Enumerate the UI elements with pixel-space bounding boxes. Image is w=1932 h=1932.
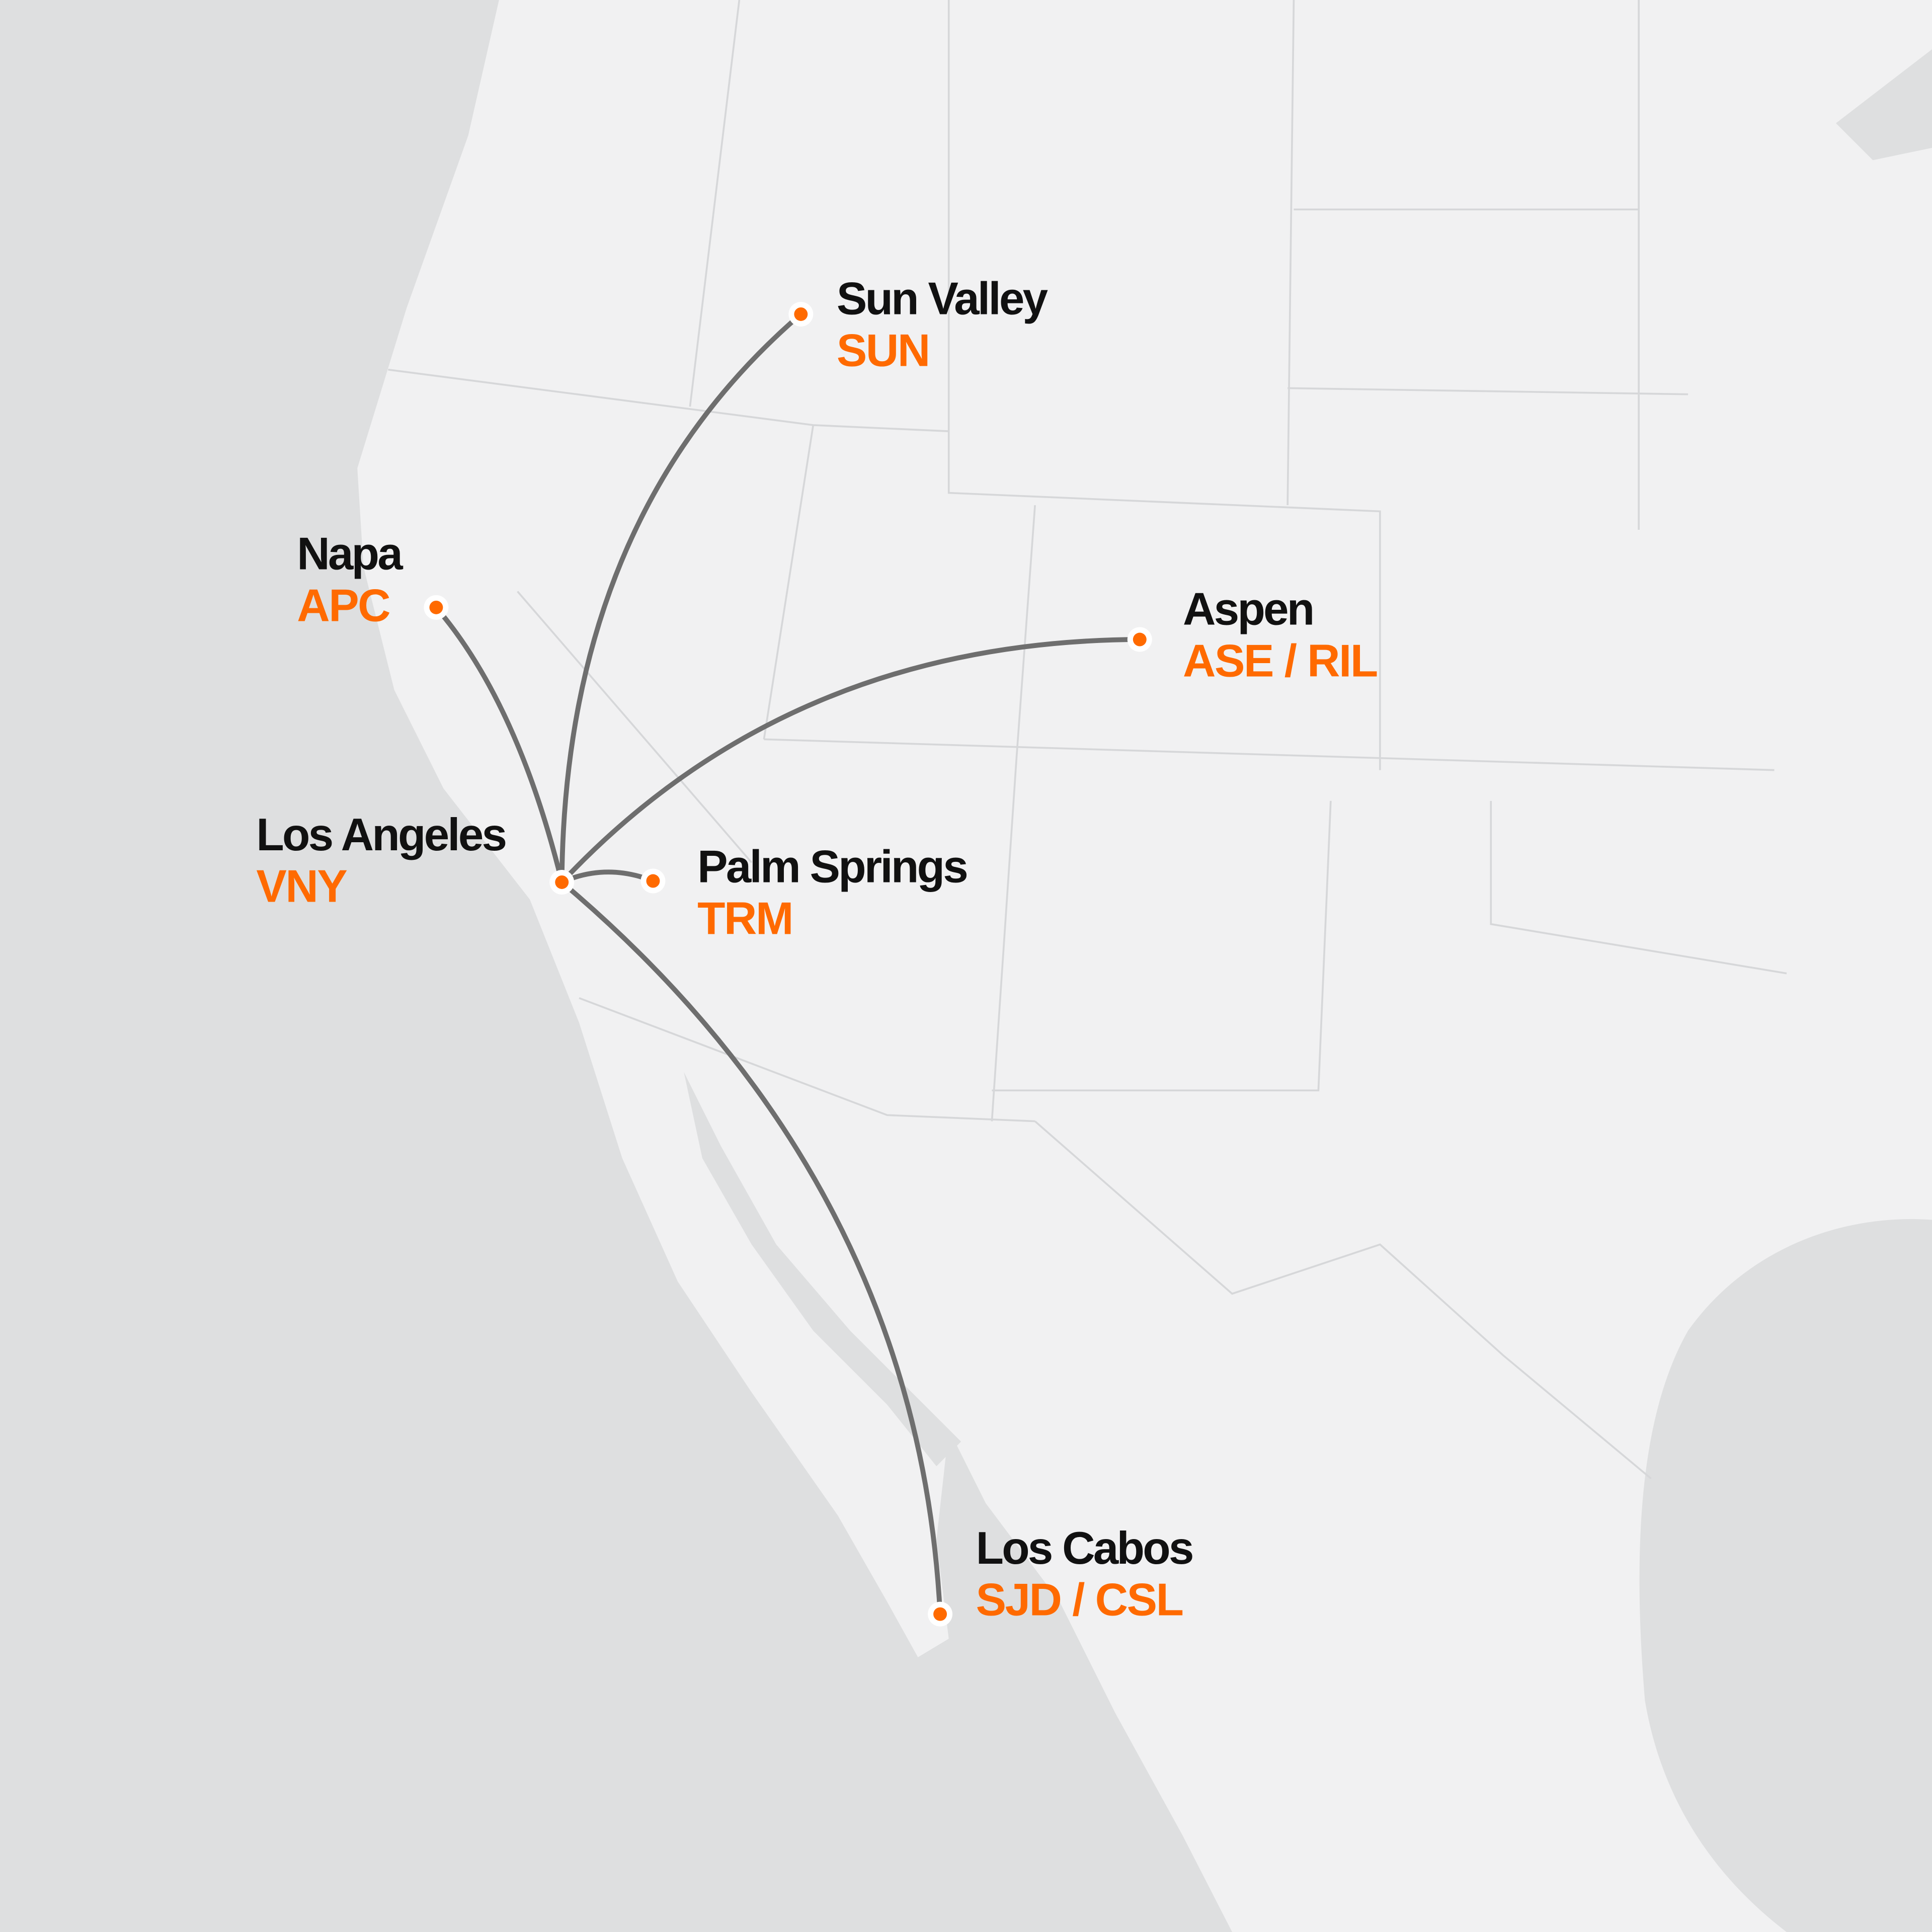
destination-code: APC — [297, 580, 389, 631]
destination-name: Sun Valley — [837, 273, 1048, 324]
airport-marker-napa — [424, 595, 449, 620]
destination-code: ASE / RIL — [1183, 635, 1377, 686]
state-borders — [388, 0, 1787, 1480]
destination-code: TRM — [697, 893, 792, 944]
route-sun-valley — [559, 312, 803, 882]
label-palm-springs: Palm Springs TRM — [697, 841, 969, 944]
label-los-cabos: Los Cabos SJD / CSL — [976, 1523, 1194, 1626]
airport-marker-aspen — [1127, 627, 1152, 652]
destination-name: Palm Springs — [697, 841, 967, 892]
airport-marker-palm-springs — [640, 868, 666, 894]
hub-name: Los Angeles — [256, 810, 505, 860]
markers — [424, 302, 1152, 1627]
destination-name: Los Cabos — [976, 1523, 1192, 1574]
label-aspen: Aspen ASE / RIL — [1183, 584, 1378, 687]
label-napa: Napa APC — [297, 528, 405, 631]
destination-code: SUN — [837, 325, 929, 376]
route-napa — [434, 606, 565, 883]
route-los-cabos — [560, 880, 943, 1615]
airport-marker-los-angeles — [549, 869, 575, 895]
land-mainland — [357, 0, 1932, 1932]
airport-marker-sun-valley — [788, 302, 814, 327]
gulf-of-california — [684, 1072, 961, 1467]
route-aspen — [560, 637, 1140, 884]
destination-name: Napa — [297, 528, 403, 579]
hub-label: Los Angeles VNY — [256, 810, 507, 912]
gulf-of-mexico — [1639, 1219, 1932, 1932]
lake-michigan — [1835, 49, 1932, 160]
label-sun-valley: Sun Valley SUN — [837, 273, 1050, 376]
destination-name: Aspen — [1183, 584, 1313, 635]
airport-marker-los-cabos — [928, 1601, 953, 1627]
hub-code: VNY — [256, 861, 347, 912]
destination-code: SJD / CSL — [976, 1575, 1183, 1626]
